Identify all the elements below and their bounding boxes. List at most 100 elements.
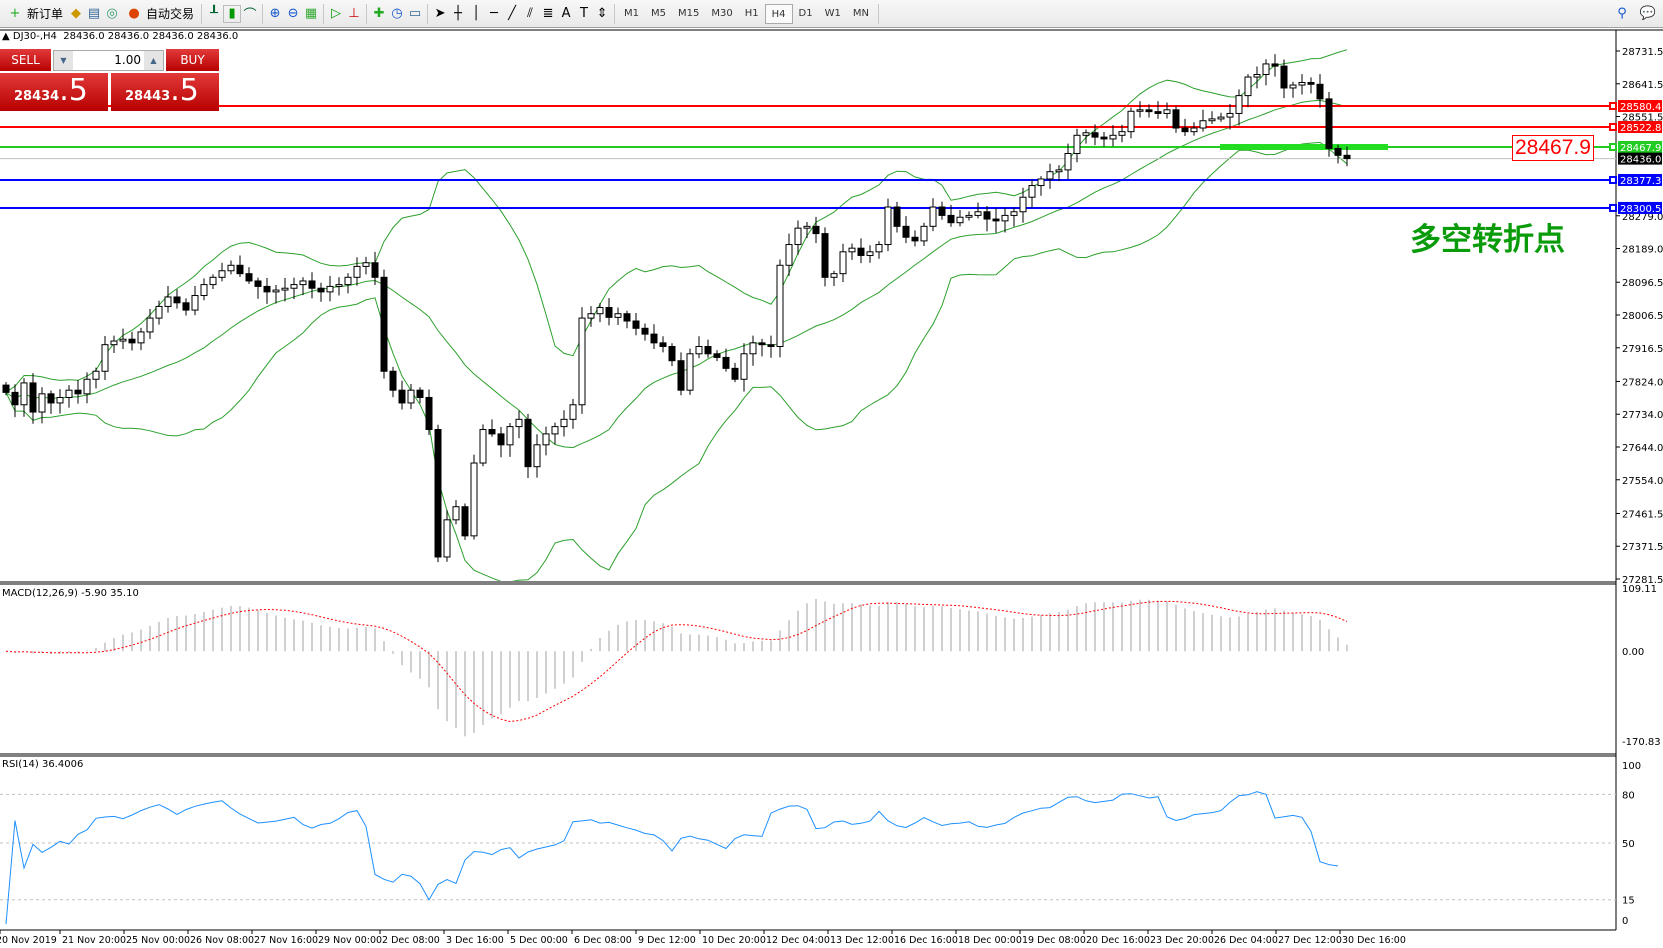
price-line-handle — [1609, 175, 1617, 184]
timeframe-m15[interactable]: M15 — [678, 7, 700, 19]
candle-body — [758, 342, 766, 346]
time-axis-label: 3 Dec 16:00 — [446, 935, 504, 946]
candle-body — [47, 393, 55, 404]
timeframe-mn[interactable]: MN — [852, 7, 869, 19]
price-line-value: 28300.5 — [1620, 204, 1661, 215]
candle-body — [902, 225, 910, 238]
candle-body — [56, 396, 64, 404]
collapse-triangle-icon[interactable]: ▲ — [2, 31, 13, 42]
candle-body — [236, 264, 244, 275]
price-axis-label: 28641.5 — [1622, 80, 1663, 91]
lot-size-stepper[interactable]: ▼ 1.00 ▲ — [53, 50, 164, 71]
separator — [366, 3, 368, 24]
candle-body — [1217, 116, 1225, 120]
periods-icon[interactable]: ◷ — [391, 6, 403, 21]
price-line-handle — [1609, 142, 1617, 151]
indicators-icon[interactable]: ✚ — [373, 6, 385, 21]
auto-trading-button[interactable]: ● 自动交易 — [121, 3, 198, 25]
candle-body — [119, 338, 127, 342]
candle-body — [101, 344, 109, 372]
vertical-line-icon[interactable]: │ — [472, 6, 480, 21]
market-watch-icon[interactable]: ◆ — [71, 6, 82, 21]
search-icon[interactable]: ⚲ — [1617, 6, 1627, 21]
macd-axis-label: 0.00 — [1622, 647, 1644, 658]
zoom-in-icon[interactable]: ⊕ — [269, 6, 281, 21]
candle-body — [11, 391, 19, 406]
trendline-icon[interactable]: ╱ — [508, 6, 516, 21]
separator — [614, 3, 616, 24]
candle-body — [83, 378, 91, 395]
auto-scroll-icon[interactable]: ▷ — [331, 6, 342, 21]
increase-lot-icon[interactable]: ▲ — [144, 51, 163, 70]
macd-axis-label: -170.83 — [1622, 737, 1661, 748]
candle-body — [1307, 81, 1315, 85]
timeframe-h4[interactable]: H4 — [764, 3, 793, 24]
price-axis-label: 27916.5 — [1622, 344, 1663, 355]
bar-chart-icon[interactable]: ┸ — [210, 6, 218, 21]
macd-label: MACD(12,26,9) -5.90 35.10 — [2, 588, 139, 599]
candlestick-icon[interactable]: ▮ — [223, 4, 242, 23]
sell-price: 28434 — [14, 89, 60, 104]
candle-body — [1325, 98, 1333, 149]
candle-body — [299, 280, 307, 286]
candle-body — [875, 244, 883, 253]
candle-body — [938, 206, 946, 216]
timeframe-d1[interactable]: D1 — [798, 7, 813, 19]
candle-body — [1010, 211, 1018, 216]
separator — [427, 3, 429, 24]
bollinger-upper-band — [5, 49, 1348, 393]
text-label-icon[interactable]: T — [580, 6, 588, 21]
candle-body — [1055, 169, 1063, 173]
line-chart-icon[interactable]: ⌒ — [243, 8, 257, 23]
arrows-icon[interactable]: ⇕ — [596, 6, 608, 21]
sell-price-button[interactable]: 28434.5 — [0, 73, 108, 111]
decrease-lot-icon[interactable]: ▼ — [54, 51, 73, 70]
candle-body — [218, 270, 226, 278]
cursor-icon[interactable]: ➤ — [434, 6, 446, 21]
timeframe-m30[interactable]: M30 — [711, 7, 733, 19]
equidistant-channel-icon[interactable]: ⫽ — [527, 6, 533, 21]
candle-body — [1199, 120, 1207, 129]
new-order-button[interactable]: + 新订单 — [2, 3, 67, 25]
candle-body — [326, 285, 334, 293]
signals-icon[interactable]: ◎ — [106, 6, 118, 21]
timeframe-w1[interactable]: W1 — [824, 7, 841, 19]
crosshair-icon[interactable]: ┼ — [454, 6, 462, 21]
candle-body — [407, 389, 415, 404]
candle-body — [20, 382, 28, 406]
text-icon[interactable]: A — [561, 6, 571, 21]
price-line-value: 28467.9 — [1620, 143, 1661, 154]
fibonacci-icon[interactable]: ≣ — [542, 6, 554, 21]
chat-icon[interactable]: 💬 — [1639, 6, 1657, 21]
time-axis-label: 6 Dec 08:00 — [574, 935, 632, 946]
candle-body — [371, 262, 379, 278]
new-order-label: 新订单 — [27, 7, 64, 21]
navigator-icon[interactable]: ▤ — [87, 6, 101, 21]
buy-button[interactable]: BUY — [166, 49, 219, 71]
timeframe-m1[interactable]: M1 — [624, 7, 640, 19]
candle-body — [695, 345, 703, 355]
candle-body — [1226, 112, 1234, 118]
chart-shift-icon[interactable]: ⊥ — [348, 6, 360, 21]
timeframe-m5[interactable]: M5 — [651, 7, 667, 19]
candle-body — [335, 284, 343, 287]
chart-header: ▲ DJ30-,H4 28436.0 28436.0 28436.0 28436… — [2, 31, 238, 42]
price-axis-label: 28006.5 — [1622, 311, 1663, 322]
sell-button[interactable]: SELL — [0, 49, 51, 71]
candle-body — [1289, 84, 1297, 89]
price-axis-label: 27644.0 — [1622, 443, 1663, 454]
buy-price-button[interactable]: 28443.5 — [111, 73, 219, 111]
candle-body — [1262, 63, 1270, 75]
time-axis-label: 13 Dec 12:00 — [830, 935, 894, 946]
candle-body — [794, 227, 802, 246]
timeframe-h1[interactable]: H1 — [744, 7, 759, 19]
templates-icon[interactable]: ▭ — [408, 6, 422, 21]
lot-size-input[interactable]: 1.00 — [114, 53, 141, 67]
candle-body — [155, 305, 163, 319]
zoom-out-icon[interactable]: ⊖ — [287, 6, 299, 21]
horizontal-line-icon[interactable]: ─ — [490, 6, 498, 21]
marked-level-label[interactable]: 28467.9 — [1512, 135, 1594, 161]
tile-windows-icon[interactable]: ▦ — [304, 6, 318, 21]
candle-body — [1208, 118, 1216, 122]
